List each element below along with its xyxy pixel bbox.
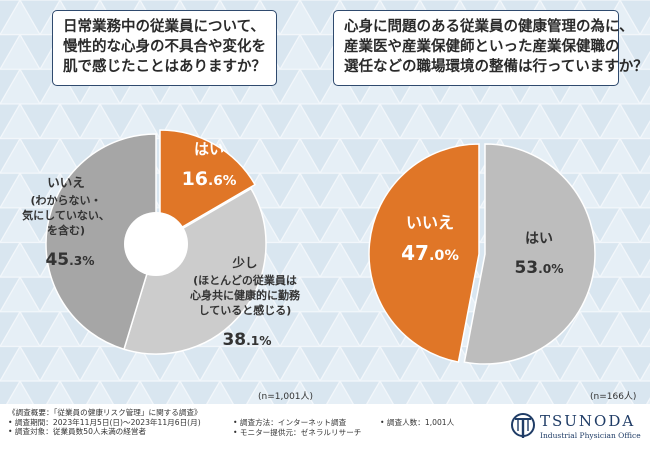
right-slice-value-0: 53.0% <box>514 258 563 278</box>
left-slice-sublabel-1-1: 心身共に健康的に勤務 <box>190 288 301 302</box>
survey-method-info: • 調査方法：インターネット調査 • モニター提供元：ゼネラルリサーチ <box>233 418 361 437</box>
left-slice-sublabel-2-2: を含む) <box>47 223 85 237</box>
left-slice-value-0-decimal: .6% <box>208 173 237 189</box>
left-pie-slice-1 <box>123 187 267 355</box>
title-line: 慢性的な心身の不具合や変化を <box>63 39 266 55</box>
left-pie-slice-0 <box>159 129 257 242</box>
tsunoda-logo: TSUNODA Industrial Physician Office <box>510 408 645 444</box>
title-line: 産業医や産業保健師といった産業保健職の <box>344 39 620 55</box>
left-question-title: 日常業務中の従業員について、 慢性的な心身の不具合や変化を 肌で感じたことはあり… <box>52 10 277 86</box>
survey-monitor-provider: • モニター提供元：ゼネラルリサーチ <box>233 427 362 437</box>
left-slice-sublabel-2-0: (わからない・ <box>30 194 101 207</box>
left-slice-value-1-decimal: .1% <box>246 334 271 348</box>
right-sample-size: (n=166人) <box>590 392 637 402</box>
left-slice-sublabel-1-2: していると感じる) <box>199 303 292 317</box>
left-slice-value-0: 16.6% <box>182 168 237 190</box>
tsunoda-logo-icon <box>511 413 535 438</box>
left-slice-value-2-integer: 45 <box>45 250 69 270</box>
right-slice-value-0-integer: 53 <box>514 258 538 278</box>
survey-target: • 調査対象：従業員数50人未満の経営者 <box>8 427 147 437</box>
right-pie-slice-0 <box>463 143 596 365</box>
right-slice-label-0: はい <box>525 231 553 247</box>
survey-method: • 調査方法：インターネット調査 <box>233 418 347 427</box>
right-slice-value-1: 47.0% <box>401 241 459 265</box>
right-slice-label-1: いいえ <box>406 213 454 232</box>
right-question-title: 心身に問題のある従業員の健康管理の為に、 産業医や産業保健師といった産業保健職の… <box>333 10 648 86</box>
title-line: 肌で感じたことはありますか？ <box>63 59 266 75</box>
logo-subtitle: Industrial Physician Office <box>540 431 641 440</box>
survey-respondents: • 調査人数：1,001人 <box>380 418 455 427</box>
logo-name: TSUNODA <box>540 412 636 430</box>
survey-period: • 調査期間：2023年11月5日(日)〜2023年11月6日(月) <box>8 417 201 427</box>
left-slice-value-1: 38.1% <box>222 330 271 350</box>
donut-hole <box>124 212 188 276</box>
left-slice-sublabel-1-0: (ほとんどの従業員は <box>193 273 297 287</box>
left-slice-value-1-integer: 38 <box>222 330 246 350</box>
left-sample-size: (n=1,001人) <box>258 392 314 402</box>
right-slice-value-1-integer: 47 <box>401 241 429 265</box>
left-slice-value-0-integer: 16 <box>182 168 208 190</box>
left-slice-label-0: はい <box>194 140 224 158</box>
left-slice-sublabel-2-1: 気にしていない、 <box>22 208 110 222</box>
right-slice-value-0-decimal: .0% <box>538 262 563 276</box>
title-line: 日常業務中の従業員について、 <box>63 19 265 35</box>
title-line: 選任などの職場環境の整備は行っていますか？ <box>344 59 648 75</box>
left-slice-value-2: 45.3% <box>45 250 94 270</box>
survey-overview-heading: 《調査概要：「従業員の健康リスク管理」に関する調査》 <box>8 408 202 417</box>
survey-footer: 《調査概要：「従業員の健康リスク管理」に関する調査》 • 調査期間：2023年1… <box>0 404 650 450</box>
left-pie-slice-2 <box>45 133 157 351</box>
left-slice-label-2: いいえ <box>47 175 85 190</box>
title-line: 心身に問題のある従業員の健康管理の為に、 <box>344 19 634 35</box>
survey-count-info: • 調査人数：1,001人 <box>380 418 454 428</box>
left-slice-label-1: 少し <box>231 255 257 270</box>
right-pie-slice-1 <box>368 143 480 363</box>
right-slice-value-1-decimal: .0% <box>429 248 459 264</box>
left-slice-value-2-decimal: .3% <box>69 254 94 268</box>
survey-overview: 《調査概要：「従業員の健康リスク管理」に関する調査》 • 調査期間：2023年1… <box>8 408 202 437</box>
